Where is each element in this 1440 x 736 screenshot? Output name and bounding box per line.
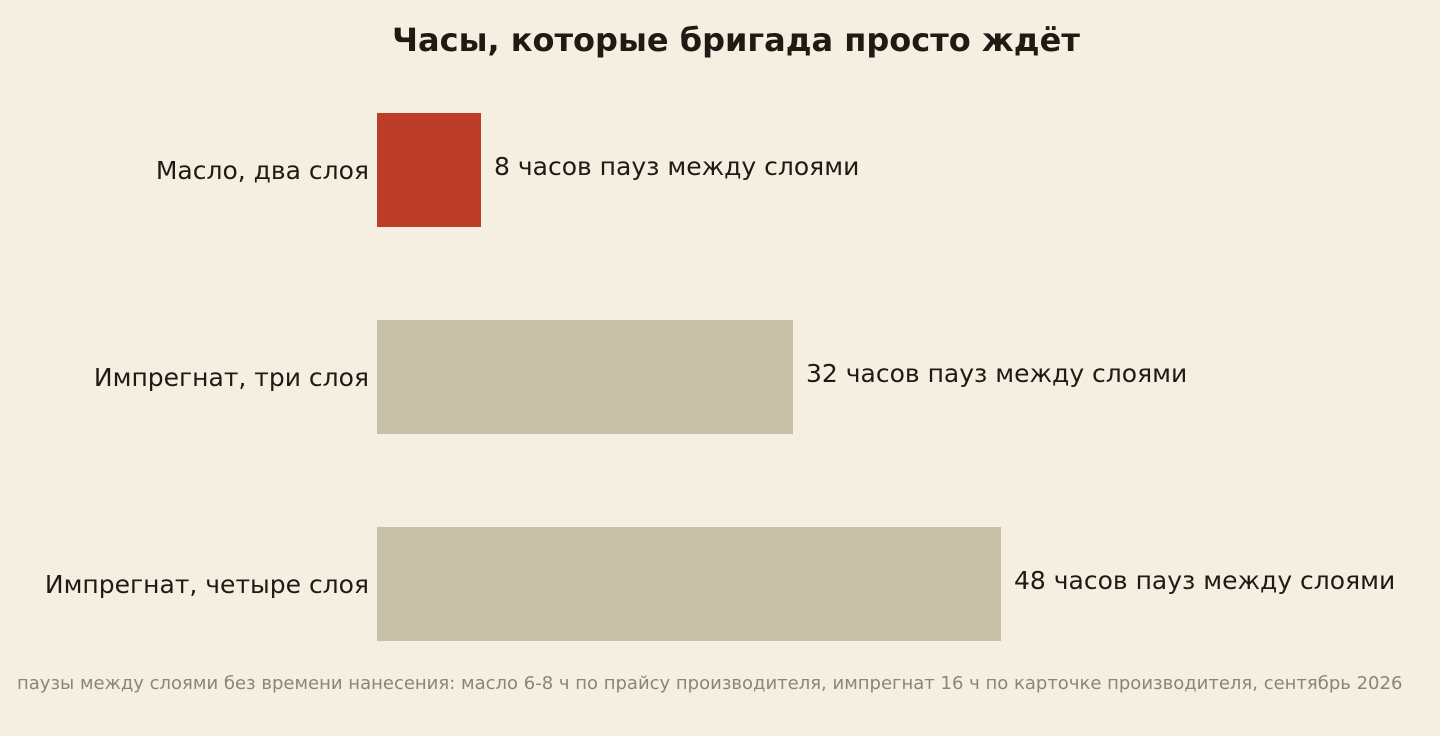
category-label: Масло, два слоя — [156, 156, 369, 185]
chart-title: Часы, которые бригада просто ждёт — [392, 21, 1080, 59]
category-label: Импрегнат, три слоя — [94, 363, 369, 392]
bar-3 — [377, 527, 1001, 641]
value-label: 32 часов пауз между слоями — [806, 359, 1187, 388]
bars-layer: Масло, два слоя 8 часов пауз между слоями… — [45, 113, 1395, 641]
value-label: 8 часов пауз между слоями — [494, 152, 859, 181]
category-label: Импрегнат, четыре слоя — [45, 570, 369, 599]
bar-2 — [377, 320, 793, 434]
bar-1 — [377, 113, 481, 227]
chart-footnote: паузы между слоями без времени нанесения… — [17, 673, 1403, 694]
value-label: 48 часов пауз между слоями — [1014, 566, 1395, 595]
